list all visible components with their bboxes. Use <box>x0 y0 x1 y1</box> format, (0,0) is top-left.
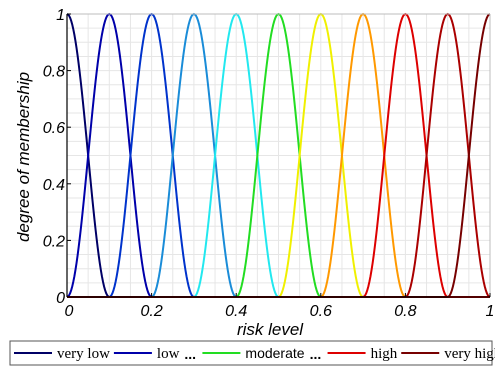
legend-label: very low <box>57 346 110 362</box>
y-tick-label: 0.8 <box>43 64 65 81</box>
x-tick-label: 0 <box>65 303 74 320</box>
x-tick-label: 0.4 <box>225 303 247 320</box>
x-axis-label: risk level <box>237 320 304 339</box>
legend: very low low... moderate... high very high <box>14 345 495 362</box>
legend-ellipsis: ... <box>184 346 196 362</box>
y-tick-label: 0.6 <box>43 120 65 137</box>
x-tick-labels: 0 0.2 0.4 0.6 0.8 1 <box>65 303 495 320</box>
legend-label: low <box>157 346 180 362</box>
y-tick-label: 0.2 <box>43 233 65 250</box>
y-axis-label: degree of membership <box>14 72 33 242</box>
legend-label: high <box>371 346 398 362</box>
legend-label: very high <box>444 346 495 362</box>
axes <box>66 13 491 298</box>
legend-ellipsis: ... <box>310 346 322 362</box>
y-tick-labels: 0 0.2 0.4 0.6 0.8 1 <box>43 7 65 307</box>
y-tick-label: 1 <box>56 7 65 24</box>
y-tick-label: 0.4 <box>43 177 65 194</box>
legend-box <box>9 340 493 366</box>
x-tick-label: 1 <box>486 303 495 320</box>
y-tick-label: 0 <box>56 290 65 307</box>
x-tick-label: 0.6 <box>310 303 332 320</box>
legend-label: moderate <box>245 345 304 361</box>
x-tick-label: 0.2 <box>140 303 162 320</box>
x-tick-label: 0.8 <box>394 303 416 320</box>
